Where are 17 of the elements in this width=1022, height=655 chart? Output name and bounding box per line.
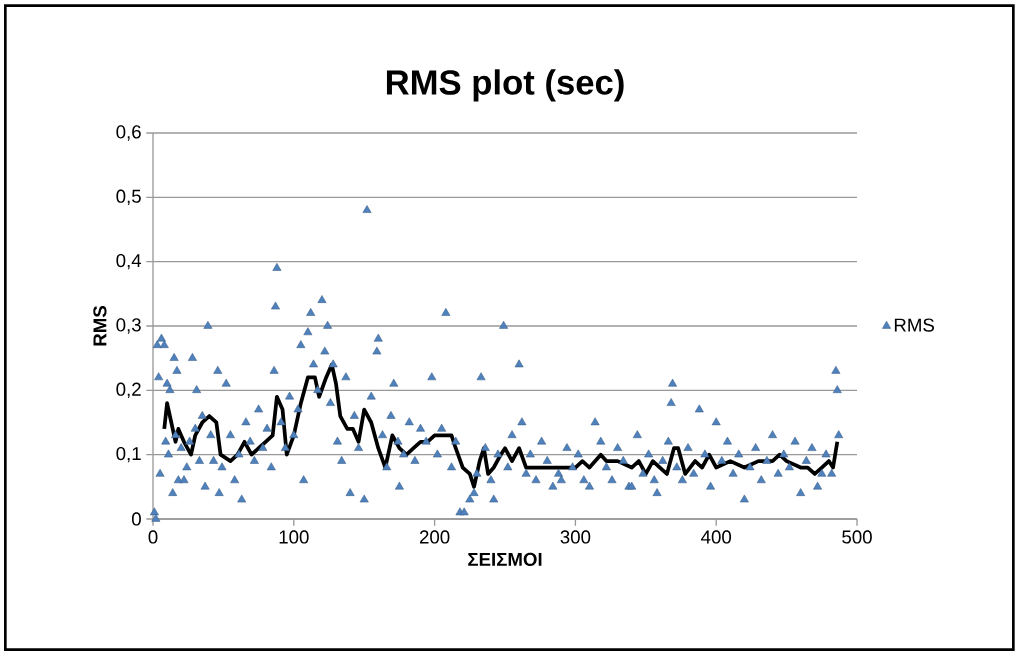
y-tick-label: 0,4 [116, 253, 142, 270]
y-tick-label: 0 [131, 512, 141, 526]
x-tick-label: 0 [148, 530, 158, 544]
chart-title: RMS plot (sec) [386, 69, 624, 102]
y-axis-title: RMS [93, 305, 107, 346]
x-tick-label: 100 [279, 530, 309, 544]
x-tick-label: 400 [701, 530, 732, 544]
y-tick-label: 0,6 [116, 125, 141, 141]
x-tick-label: 200 [419, 530, 450, 544]
y-tick-label: 0,3 [116, 318, 141, 334]
legend-label: RMS [894, 318, 934, 332]
x-axis-title: ΣΕΙΣΜΟΙ [468, 552, 542, 566]
x-tick-label: 300 [560, 530, 591, 544]
y-tick-label: 0,1 [116, 446, 141, 463]
y-tick-label: 0,2 [116, 382, 141, 399]
y-tick-label: 0,5 [116, 189, 141, 206]
x-tick-label: 500 [842, 530, 872, 544]
